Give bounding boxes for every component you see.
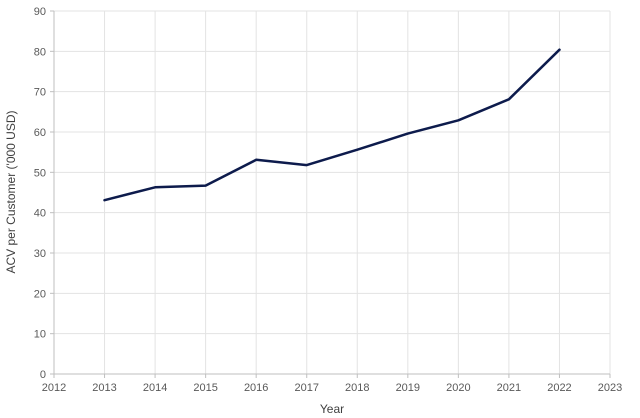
- y-tick-label: 40: [34, 208, 46, 220]
- x-tick-label: 2012: [42, 382, 66, 394]
- series-line: [103, 48, 561, 202]
- x-tick-label: 2015: [193, 382, 217, 394]
- y-axis-title: ACV per Customer ('000 USD): [4, 110, 18, 273]
- x-tick-label: 2013: [92, 382, 116, 394]
- y-tick-label: 50: [34, 167, 46, 179]
- x-tick-label: 2017: [294, 382, 318, 394]
- y-tick-label: 80: [34, 46, 46, 58]
- y-tick-label: 10: [34, 329, 46, 341]
- x-tick-label: 2018: [345, 382, 369, 394]
- y-tick-label: 30: [34, 248, 46, 260]
- x-tick-label: 2019: [396, 382, 420, 394]
- y-tick-label: 60: [34, 127, 46, 139]
- y-tick-label: 90: [34, 6, 46, 18]
- gridlines: [54, 10, 611, 374]
- x-tick-label: 2021: [497, 382, 521, 394]
- x-tick-label: 2022: [547, 382, 571, 394]
- axes: [50, 10, 611, 378]
- y-tick-label: 20: [34, 288, 46, 300]
- y-tick-label: 0: [40, 369, 46, 381]
- x-tick-label: 2020: [446, 382, 470, 394]
- x-tick-labels: 2012 2013 2014 2015 2016 2017 2018 2019 2020 2021…: [42, 382, 622, 394]
- y-tick-label: 70: [34, 87, 46, 99]
- x-axis-title: Year: [320, 402, 344, 416]
- series: [103, 48, 561, 202]
- x-tick-label: 2014: [143, 382, 167, 394]
- y-tick-labels: 0 10 20 30 40 50 60 70 80 90: [34, 6, 46, 381]
- x-tick-label: 2016: [244, 382, 268, 394]
- x-tick-label: 2023: [598, 382, 622, 394]
